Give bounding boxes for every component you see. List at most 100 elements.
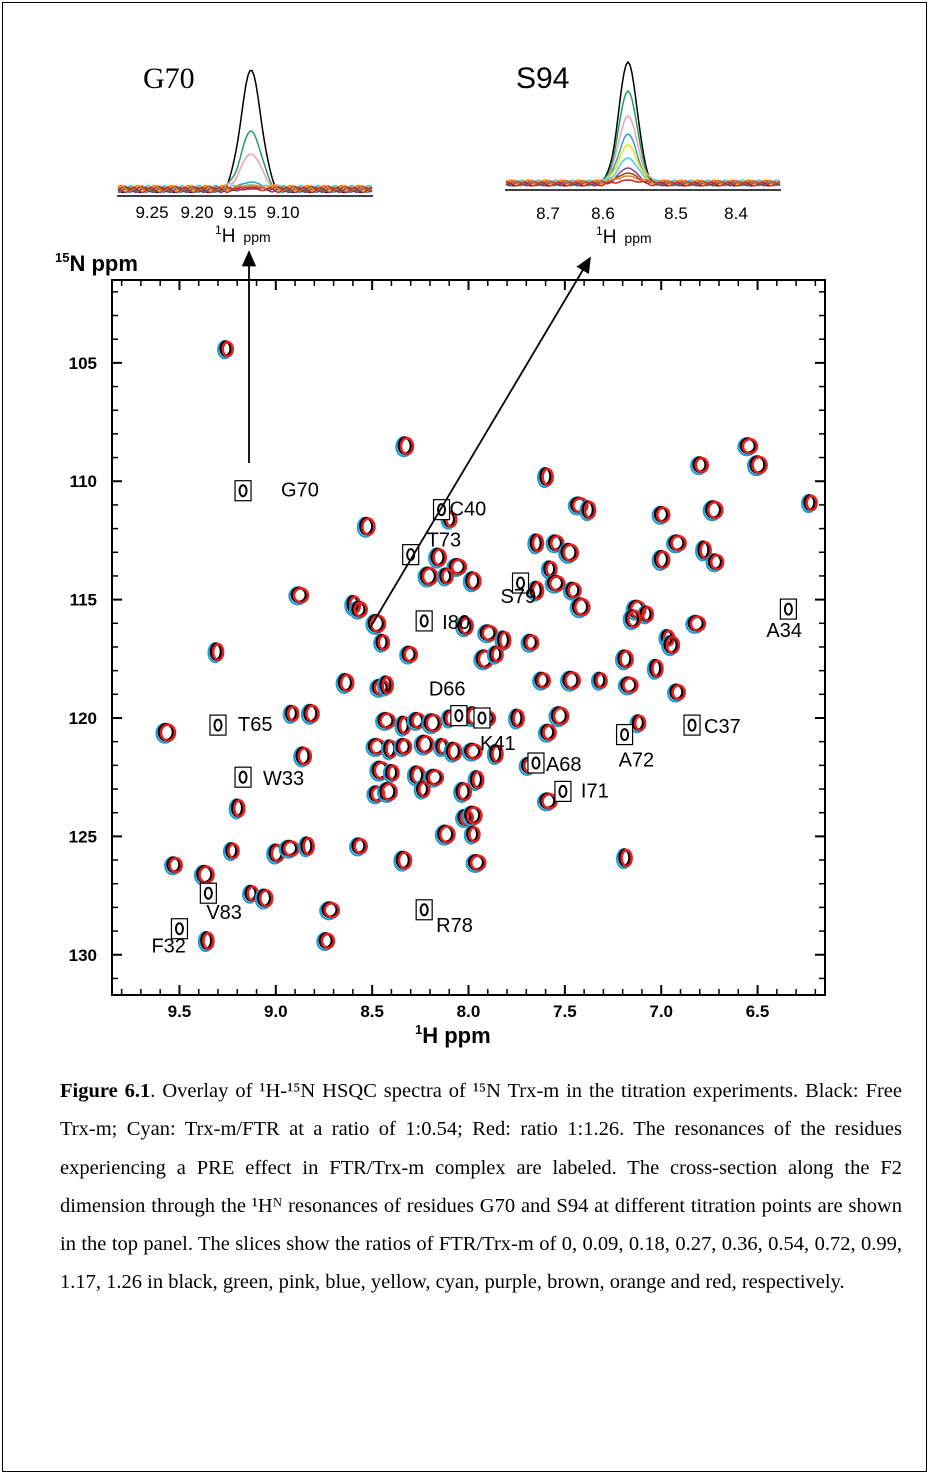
peak-red-contour	[641, 606, 655, 623]
residue-peak	[620, 728, 630, 742]
inset-g70-label: G70	[143, 62, 195, 95]
peak-red-contour	[381, 782, 398, 802]
peak-red-contour	[671, 684, 686, 701]
peak	[293, 746, 313, 768]
x-tick-label: 8.0	[457, 1002, 481, 1021]
residue-box	[234, 766, 252, 788]
peak-red-contour	[552, 706, 570, 726]
residue-label: T73	[427, 530, 461, 552]
residue-label: V83	[206, 902, 242, 924]
peak-red-contour	[583, 500, 597, 520]
peak	[434, 824, 456, 846]
residue-a68: A68	[527, 752, 582, 776]
peak-red-contour	[524, 634, 540, 652]
peak	[373, 633, 391, 653]
peak-red-contour	[286, 705, 300, 723]
peak-red-contour	[531, 581, 545, 600]
peak	[298, 836, 315, 858]
peak-red-contour	[498, 631, 512, 650]
peak	[705, 553, 725, 573]
peak	[800, 493, 818, 514]
peak-red-contour	[562, 543, 580, 563]
peak	[155, 722, 177, 744]
peak	[421, 713, 443, 735]
peak	[486, 743, 504, 766]
peak-red-contour	[450, 558, 468, 576]
g70-tick: 9.20	[180, 203, 213, 222]
peak	[207, 642, 225, 664]
peak-red-contour	[466, 806, 483, 825]
peak	[545, 534, 565, 554]
y-tick-label: 110	[70, 472, 97, 491]
peak-red-contour	[361, 517, 376, 537]
peak	[536, 466, 554, 489]
residue-peak	[437, 503, 447, 517]
peak-red-contour	[626, 609, 642, 629]
peak	[467, 769, 485, 792]
peak	[637, 605, 655, 625]
peak	[737, 437, 759, 457]
s94-axis-unit: ppm	[624, 230, 651, 246]
residue-f32: F32	[151, 918, 189, 958]
peak-red-contour	[689, 615, 707, 633]
residue-label: I71	[581, 780, 609, 802]
slice-line	[505, 179, 781, 187]
peak-red-contour	[633, 714, 647, 732]
y-tick-label: 115	[70, 591, 97, 610]
x-tick-label: 7.5	[553, 1002, 577, 1021]
peak-red-contour	[469, 854, 487, 872]
peak	[537, 723, 557, 743]
peak-red-contour	[548, 575, 566, 592]
peak-red-contour	[258, 889, 274, 908]
peak-red-contour	[567, 582, 582, 599]
peak-red-contour	[471, 770, 485, 790]
peak-red-contour	[467, 571, 482, 591]
peak	[544, 574, 566, 594]
peak-red-contour	[620, 848, 633, 868]
axis-ticks	[112, 280, 825, 995]
peak	[661, 635, 681, 657]
residue-peak	[174, 922, 184, 936]
peak-red-contour	[302, 837, 315, 856]
peak-red-contour	[159, 723, 177, 743]
residue-box	[779, 598, 797, 620]
peak	[349, 837, 368, 857]
peak-red-contour	[381, 676, 394, 695]
residue-k41: K41	[473, 707, 516, 755]
residue-peak	[419, 903, 429, 917]
residue-label: G70	[281, 480, 319, 502]
residue-peak	[558, 784, 568, 798]
peak	[300, 703, 320, 725]
residue-c40: C40	[432, 499, 486, 521]
g70-axis-superscript: 1	[215, 223, 222, 237]
caption-text: . Overlay of ¹H-¹⁵N HSQC spectra of ¹⁵N …	[60, 1080, 902, 1294]
peak	[536, 792, 558, 812]
peak	[463, 825, 481, 845]
s94-slices	[505, 60, 781, 187]
peak-red-contour	[432, 548, 447, 567]
peak-red-contour	[466, 743, 483, 760]
peak-red-contour	[805, 494, 818, 512]
peak	[666, 534, 687, 554]
peak-red-contour	[305, 704, 320, 724]
peak-red-contour	[297, 747, 313, 766]
plot-frame	[111, 279, 826, 996]
residue-label: S79	[501, 586, 537, 608]
figure: G70 9.25 9.20 9.15 9.10 1H ppm S94 8.7 8.…	[55, 60, 826, 1048]
peak	[228, 798, 246, 820]
residue-c37: C37	[683, 714, 741, 738]
peak-red-contour	[541, 467, 554, 487]
peak	[520, 633, 540, 653]
g70-axis-ticks: 9.25 9.20 9.15 9.10	[135, 203, 299, 222]
peak	[685, 614, 707, 634]
residue-box	[511, 572, 530, 594]
peak-red-contour	[447, 742, 463, 761]
peak-red-contour	[619, 650, 634, 669]
peak	[193, 864, 215, 886]
peak	[477, 624, 499, 644]
peak-red-contour	[221, 340, 234, 358]
g70-tick: 9.15	[223, 203, 256, 222]
peak-red-contour	[320, 932, 336, 950]
residue-box	[209, 714, 227, 736]
